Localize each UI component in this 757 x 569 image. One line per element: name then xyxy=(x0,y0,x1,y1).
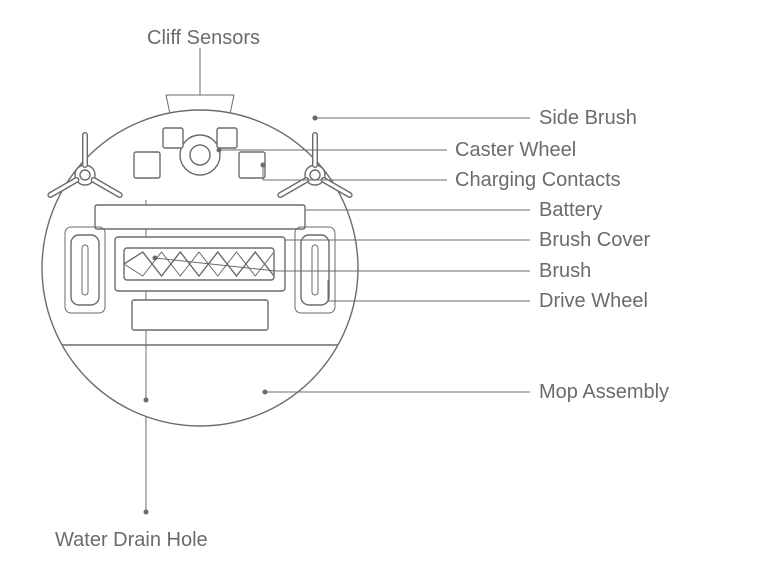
label-charging-contacts: Charging Contacts xyxy=(455,170,621,190)
label-battery: Battery xyxy=(539,200,602,220)
label-water-drain-hole: Water Drain Hole xyxy=(55,530,208,550)
label-mop-assembly: Mop Assembly xyxy=(539,382,669,402)
robot-diagram xyxy=(0,0,757,569)
label-drive-wheel: Drive Wheel xyxy=(539,291,648,311)
label-caster-wheel: Caster Wheel xyxy=(455,140,576,160)
label-cliff-sensors: Cliff Sensors xyxy=(147,28,260,48)
label-brush: Brush xyxy=(539,261,591,281)
label-brush-cover: Brush Cover xyxy=(539,230,650,250)
label-side-brush: Side Brush xyxy=(539,108,637,128)
